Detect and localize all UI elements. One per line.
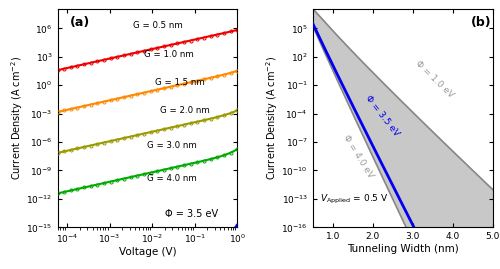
- Text: Φ = 3.5 eV: Φ = 3.5 eV: [166, 208, 218, 219]
- X-axis label: Tunneling Width (nm): Tunneling Width (nm): [346, 244, 459, 254]
- Text: G = 4.0 nm: G = 4.0 nm: [148, 174, 197, 183]
- Text: G = 0.5 nm: G = 0.5 nm: [133, 21, 182, 30]
- Text: G = 2.0 nm: G = 2.0 nm: [160, 106, 210, 115]
- Text: (a): (a): [70, 16, 90, 29]
- Text: (b): (b): [471, 16, 492, 29]
- Text: G = 3.0 nm: G = 3.0 nm: [148, 141, 197, 150]
- Text: G = 1.0 nm: G = 1.0 nm: [144, 49, 194, 59]
- X-axis label: Voltage (V): Voltage (V): [118, 247, 176, 257]
- Text: $V_\mathrm{Applied}$ = 0.5 V: $V_\mathrm{Applied}$ = 0.5 V: [320, 192, 388, 206]
- Text: Φ = 4.0 eV: Φ = 4.0 eV: [342, 133, 375, 180]
- Y-axis label: Current Density (A cm$^{-2}$): Current Density (A cm$^{-2}$): [9, 56, 25, 180]
- Text: Φ = 1.0 eV: Φ = 1.0 eV: [414, 58, 456, 99]
- Text: G = 1.5 nm: G = 1.5 nm: [154, 78, 204, 87]
- Y-axis label: Current Density (A cm$^{-2}$): Current Density (A cm$^{-2}$): [264, 56, 280, 180]
- Text: Φ = 3.5 eV: Φ = 3.5 eV: [363, 94, 401, 138]
